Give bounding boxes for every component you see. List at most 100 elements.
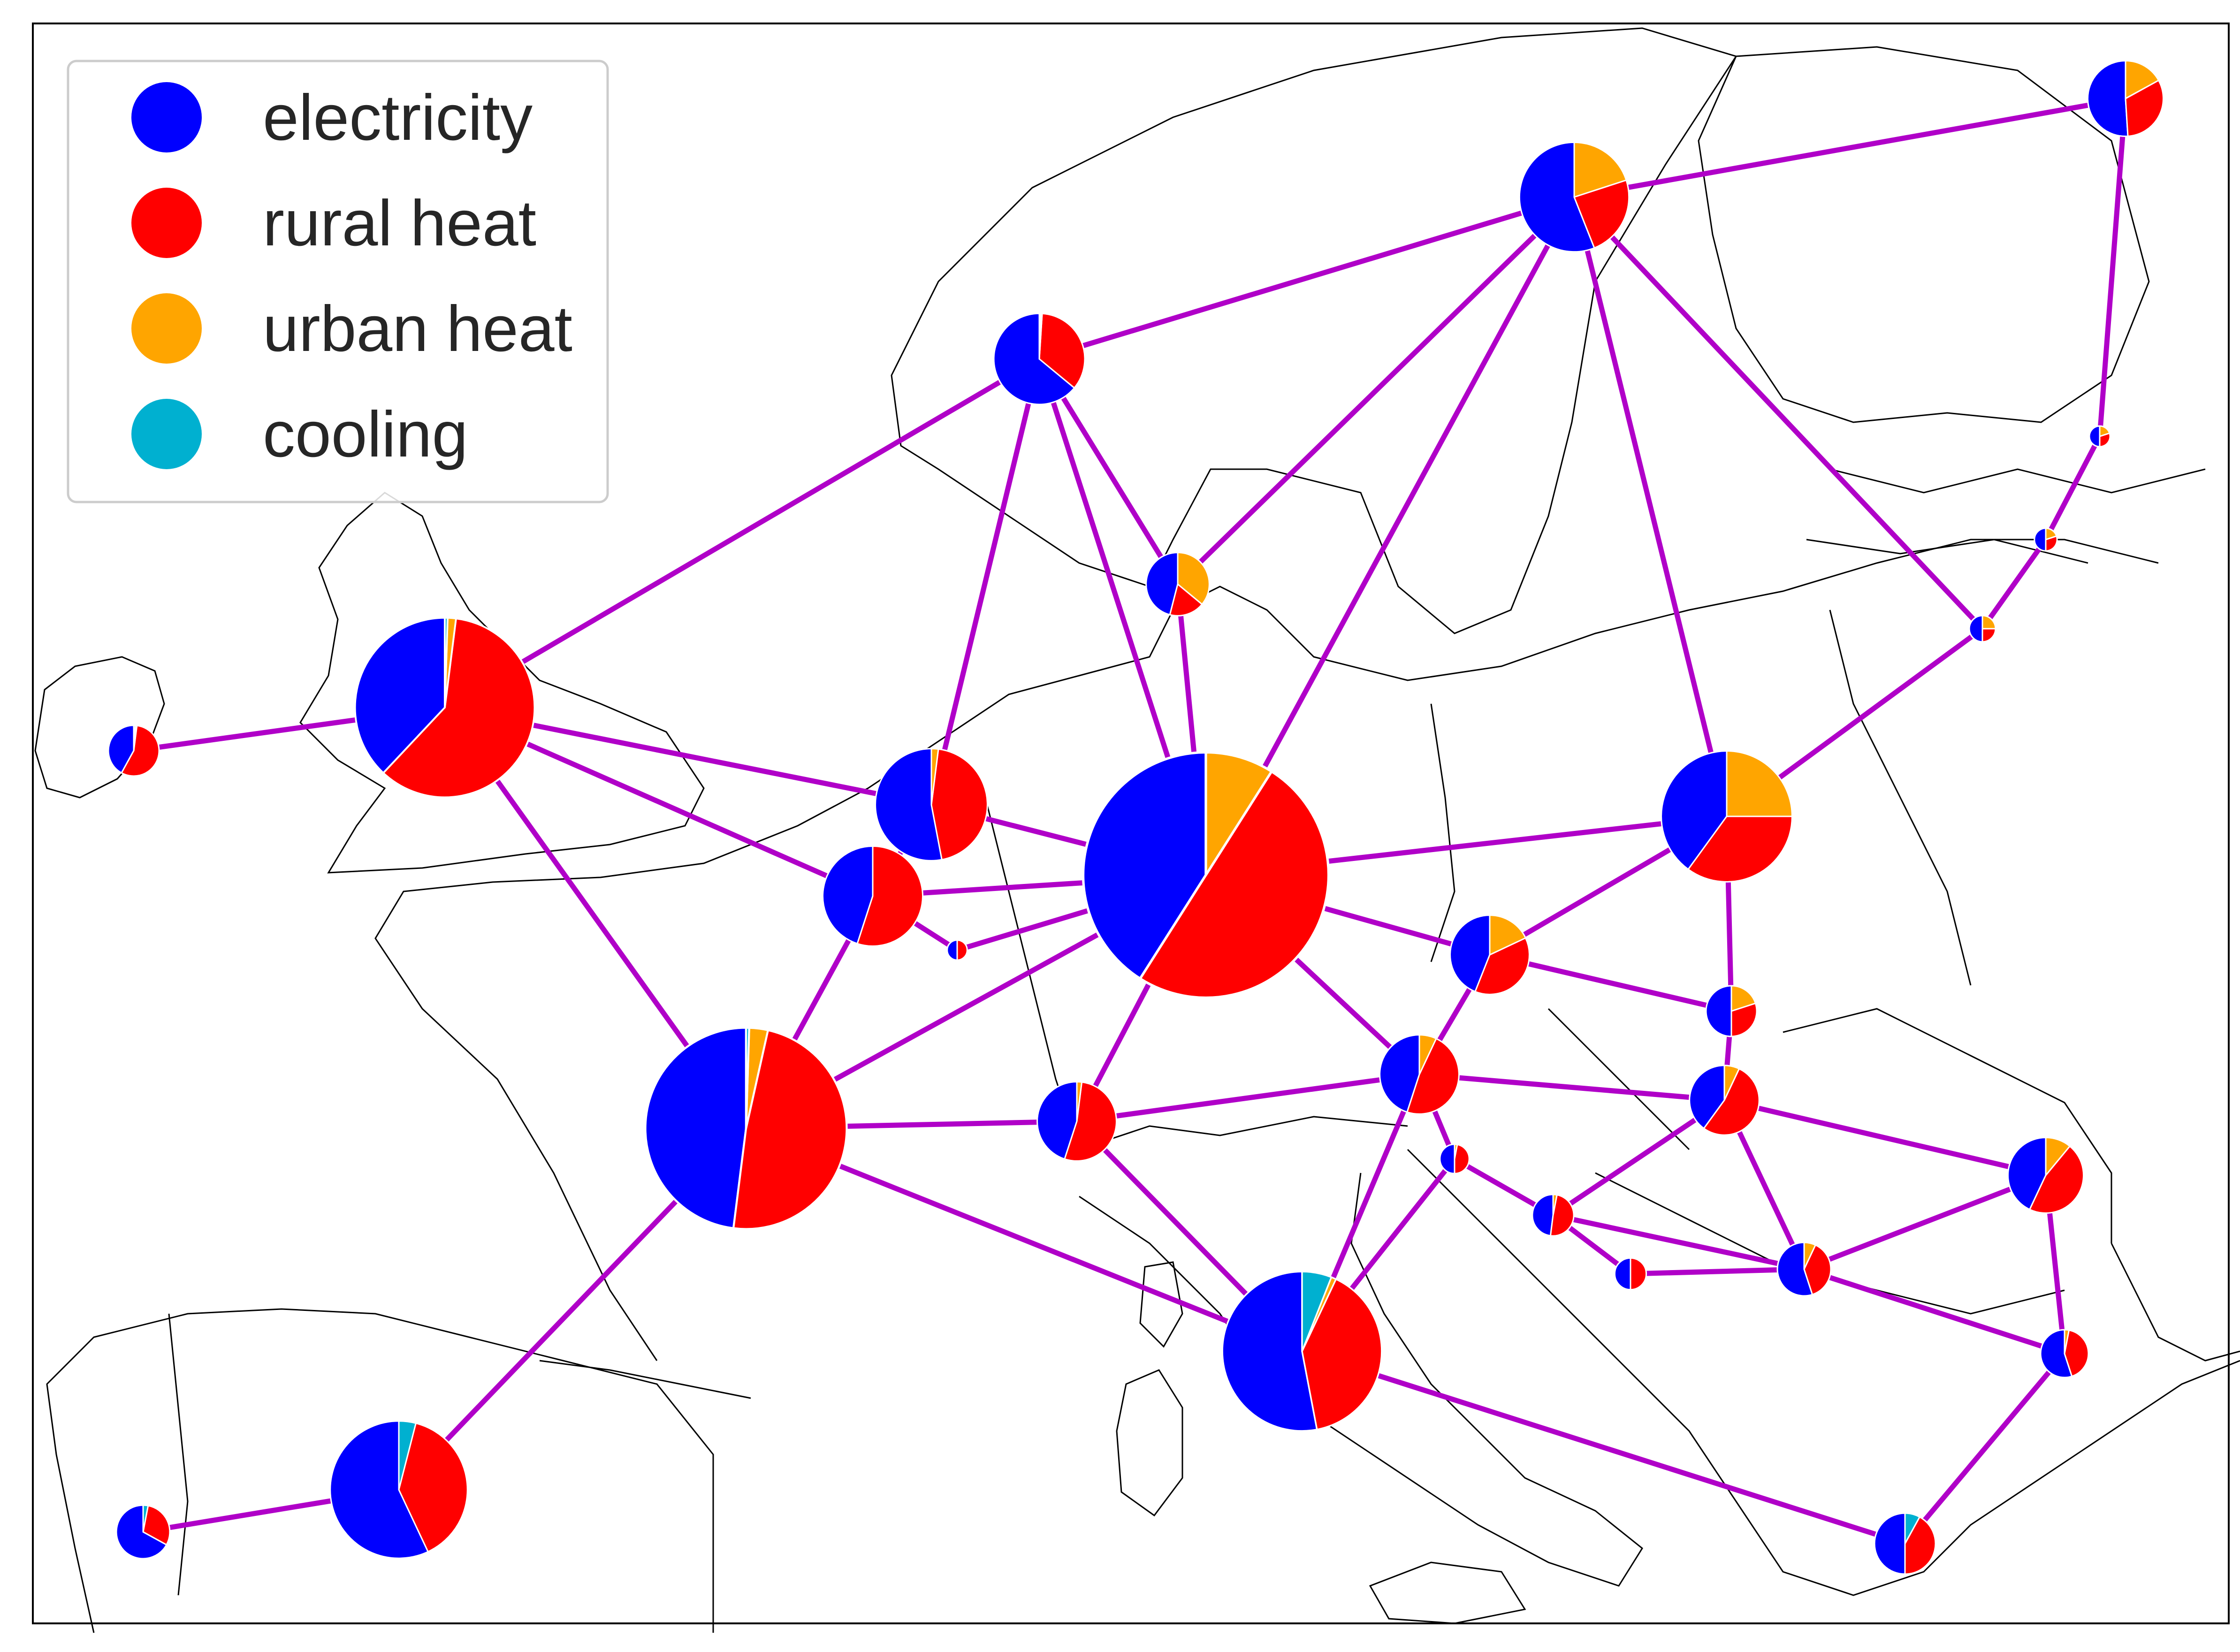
- pie-slice-switzerland-rural-heat: [1064, 1081, 1117, 1162]
- pie-slice-austria-urban-heat: [1418, 1034, 1437, 1075]
- pie-slice-hungary-electricity: [1689, 1065, 1725, 1129]
- pie-austria: [1379, 1034, 1460, 1115]
- pie-serbia: [1776, 1241, 1832, 1297]
- link-austria-hungary: [1419, 1072, 1725, 1103]
- pie-luxembourg: [946, 939, 968, 961]
- link-italy-greece: [1301, 1348, 1906, 1546]
- pie-slice-finland-urban-heat: [2125, 60, 2160, 99]
- pie-slice-slovenia-urban-heat: [1454, 1143, 1458, 1160]
- pie-bulgaria: [2040, 1329, 2089, 1378]
- link-norway-netherlands: [929, 358, 1042, 806]
- border-ro: [1783, 1008, 2112, 1243]
- pie-slice-slovakia-rural-heat: [1730, 1002, 1758, 1037]
- pie-slice-bosnia-electricity: [1614, 1257, 1631, 1291]
- pie-romania: [2007, 1137, 2084, 1214]
- link-sweden-finland: [1574, 96, 2126, 200]
- pie-slice-croatia-electricity: [1531, 1194, 1554, 1237]
- pie-slice-germany-rural-heat: [1139, 770, 1330, 999]
- pie-slice-sweden-urban-heat: [1573, 141, 1627, 198]
- pie-slice-poland-urban-heat: [1726, 750, 1793, 817]
- pie-slice-latvia-urban-heat: [2045, 527, 2057, 541]
- pie-slice-france-rural-heat: [732, 1029, 848, 1230]
- pie-latvia: [2034, 527, 2058, 552]
- pie-bosnia: [1614, 1257, 1647, 1291]
- pie-slice-italy-rural-heat: [1301, 1278, 1383, 1431]
- pie-slice-czechia-rural-heat: [1474, 937, 1530, 995]
- pie-slice-norway-cooling: [1038, 312, 1042, 360]
- pie-switzerland: [1036, 1081, 1117, 1162]
- link-serbia-romania: [1803, 1172, 2047, 1272]
- pie-slice-portugal-electricity: [115, 1504, 168, 1560]
- pie-slice-denmark-electricity: [1145, 552, 1179, 616]
- link-latvia-lithuania: [1980, 538, 2048, 631]
- legend-swatch-rural-heat: [131, 188, 202, 258]
- pie-denmark: [1145, 552, 1210, 617]
- pie-ireland: [107, 724, 160, 777]
- corsica-coast: [1139, 1261, 1183, 1348]
- pie-italy: [1221, 1271, 1383, 1432]
- pie-germany: [1082, 751, 1330, 999]
- pie-slice-romania-urban-heat: [2045, 1137, 2071, 1176]
- pie-slice-bosnia-rural-heat: [1630, 1257, 1647, 1291]
- pie-hungary: [1689, 1065, 1760, 1136]
- legend-item-cooling: cooling: [131, 398, 468, 471]
- pie-czechia: [1449, 914, 1530, 995]
- border-pt-es: [168, 1313, 189, 1596]
- pie-slice-latvia-electricity: [2034, 527, 2047, 552]
- country-pies: [107, 60, 2164, 1575]
- pie-sweden: [1518, 141, 1630, 253]
- pie-slice-bulgaria-rural-heat: [2064, 1329, 2089, 1377]
- pie-slice-luxembourg-rural-heat: [956, 939, 968, 961]
- pie-slice-croatia-rural-heat: [1549, 1194, 1575, 1237]
- link-bosnia-serbia: [1630, 1266, 1805, 1277]
- pie-slice-croatia-urban-heat: [1552, 1194, 1558, 1216]
- pie-slovenia: [1439, 1143, 1470, 1174]
- legend: electricity rural heat urban heat coolin…: [67, 60, 609, 503]
- pie-slice-austria-electricity: [1379, 1034, 1420, 1113]
- pie-slice-spain-electricity: [329, 1420, 429, 1559]
- pie-spain: [329, 1420, 468, 1559]
- border-ch-it: [1079, 1116, 1408, 1150]
- pie-slice-luxembourg-electricity: [946, 939, 958, 961]
- pie-slice-poland-rural-heat: [1687, 815, 1793, 883]
- continental-coast: [46, 1308, 714, 1633]
- pie-slice-norway-electricity: [993, 312, 1075, 405]
- pie-belgium: [822, 845, 923, 947]
- border-pl-east: [1829, 609, 1972, 986]
- pie-slice-switzerland-urban-heat: [1076, 1081, 1083, 1122]
- pie-slice-sweden-electricity: [1518, 141, 1595, 253]
- link-hungary-romania: [1723, 1097, 2047, 1178]
- border-baltics-2: [1806, 539, 2088, 564]
- map-frame: [32, 23, 2230, 1624]
- pie-portugal: [115, 1504, 171, 1560]
- pie-slice-belgium-rural-heat: [856, 845, 923, 947]
- pie-slice-netherlands-urban-heat: [930, 748, 939, 806]
- sicily-coast: [1369, 1561, 1526, 1624]
- pie-slice-hungary-rural-heat: [1703, 1068, 1760, 1136]
- legend-swatch-urban-heat: [131, 293, 202, 364]
- pie-slice-serbia-rural-heat: [1803, 1244, 1832, 1295]
- pie-slice-finland-electricity: [2087, 60, 2129, 137]
- balkan-coast: [1407, 1149, 2240, 1596]
- pie-slice-slovakia-electricity: [1705, 985, 1732, 1037]
- pie-slice-czechia-electricity: [1449, 914, 1491, 992]
- pie-slice-austria-rural-heat: [1406, 1038, 1460, 1115]
- pie-slice-romania-rural-heat: [2029, 1145, 2084, 1214]
- pie-slice-sweden-rural-heat: [1573, 179, 1630, 249]
- pie-slice-germany-urban-heat: [1204, 751, 1273, 876]
- pie-slice-greece-cooling: [1904, 1512, 1920, 1545]
- pie-slice-estonia-urban-heat: [2099, 425, 2110, 437]
- pie-slice-denmark-rural-heat: [1169, 583, 1203, 617]
- link-sweden-poland: [1571, 196, 1730, 817]
- legend-swatch-cooling: [131, 399, 202, 469]
- pie-slice-france-electricity: [644, 1027, 747, 1229]
- pie-slice-italy-electricity: [1221, 1271, 1318, 1432]
- link-finland-estonia: [2097, 98, 2128, 437]
- sardinia-coast: [1116, 1369, 1183, 1517]
- pie-slice-switzerland-electricity: [1036, 1081, 1078, 1160]
- coastlines: [34, 27, 2240, 1633]
- pie-slice-spain-rural-heat: [398, 1422, 468, 1553]
- pie-slice-lithuania-electricity: [1968, 615, 1983, 643]
- pie-slice-poland-electricity: [1661, 750, 1728, 870]
- pie-slice-spain-cooling: [398, 1420, 417, 1491]
